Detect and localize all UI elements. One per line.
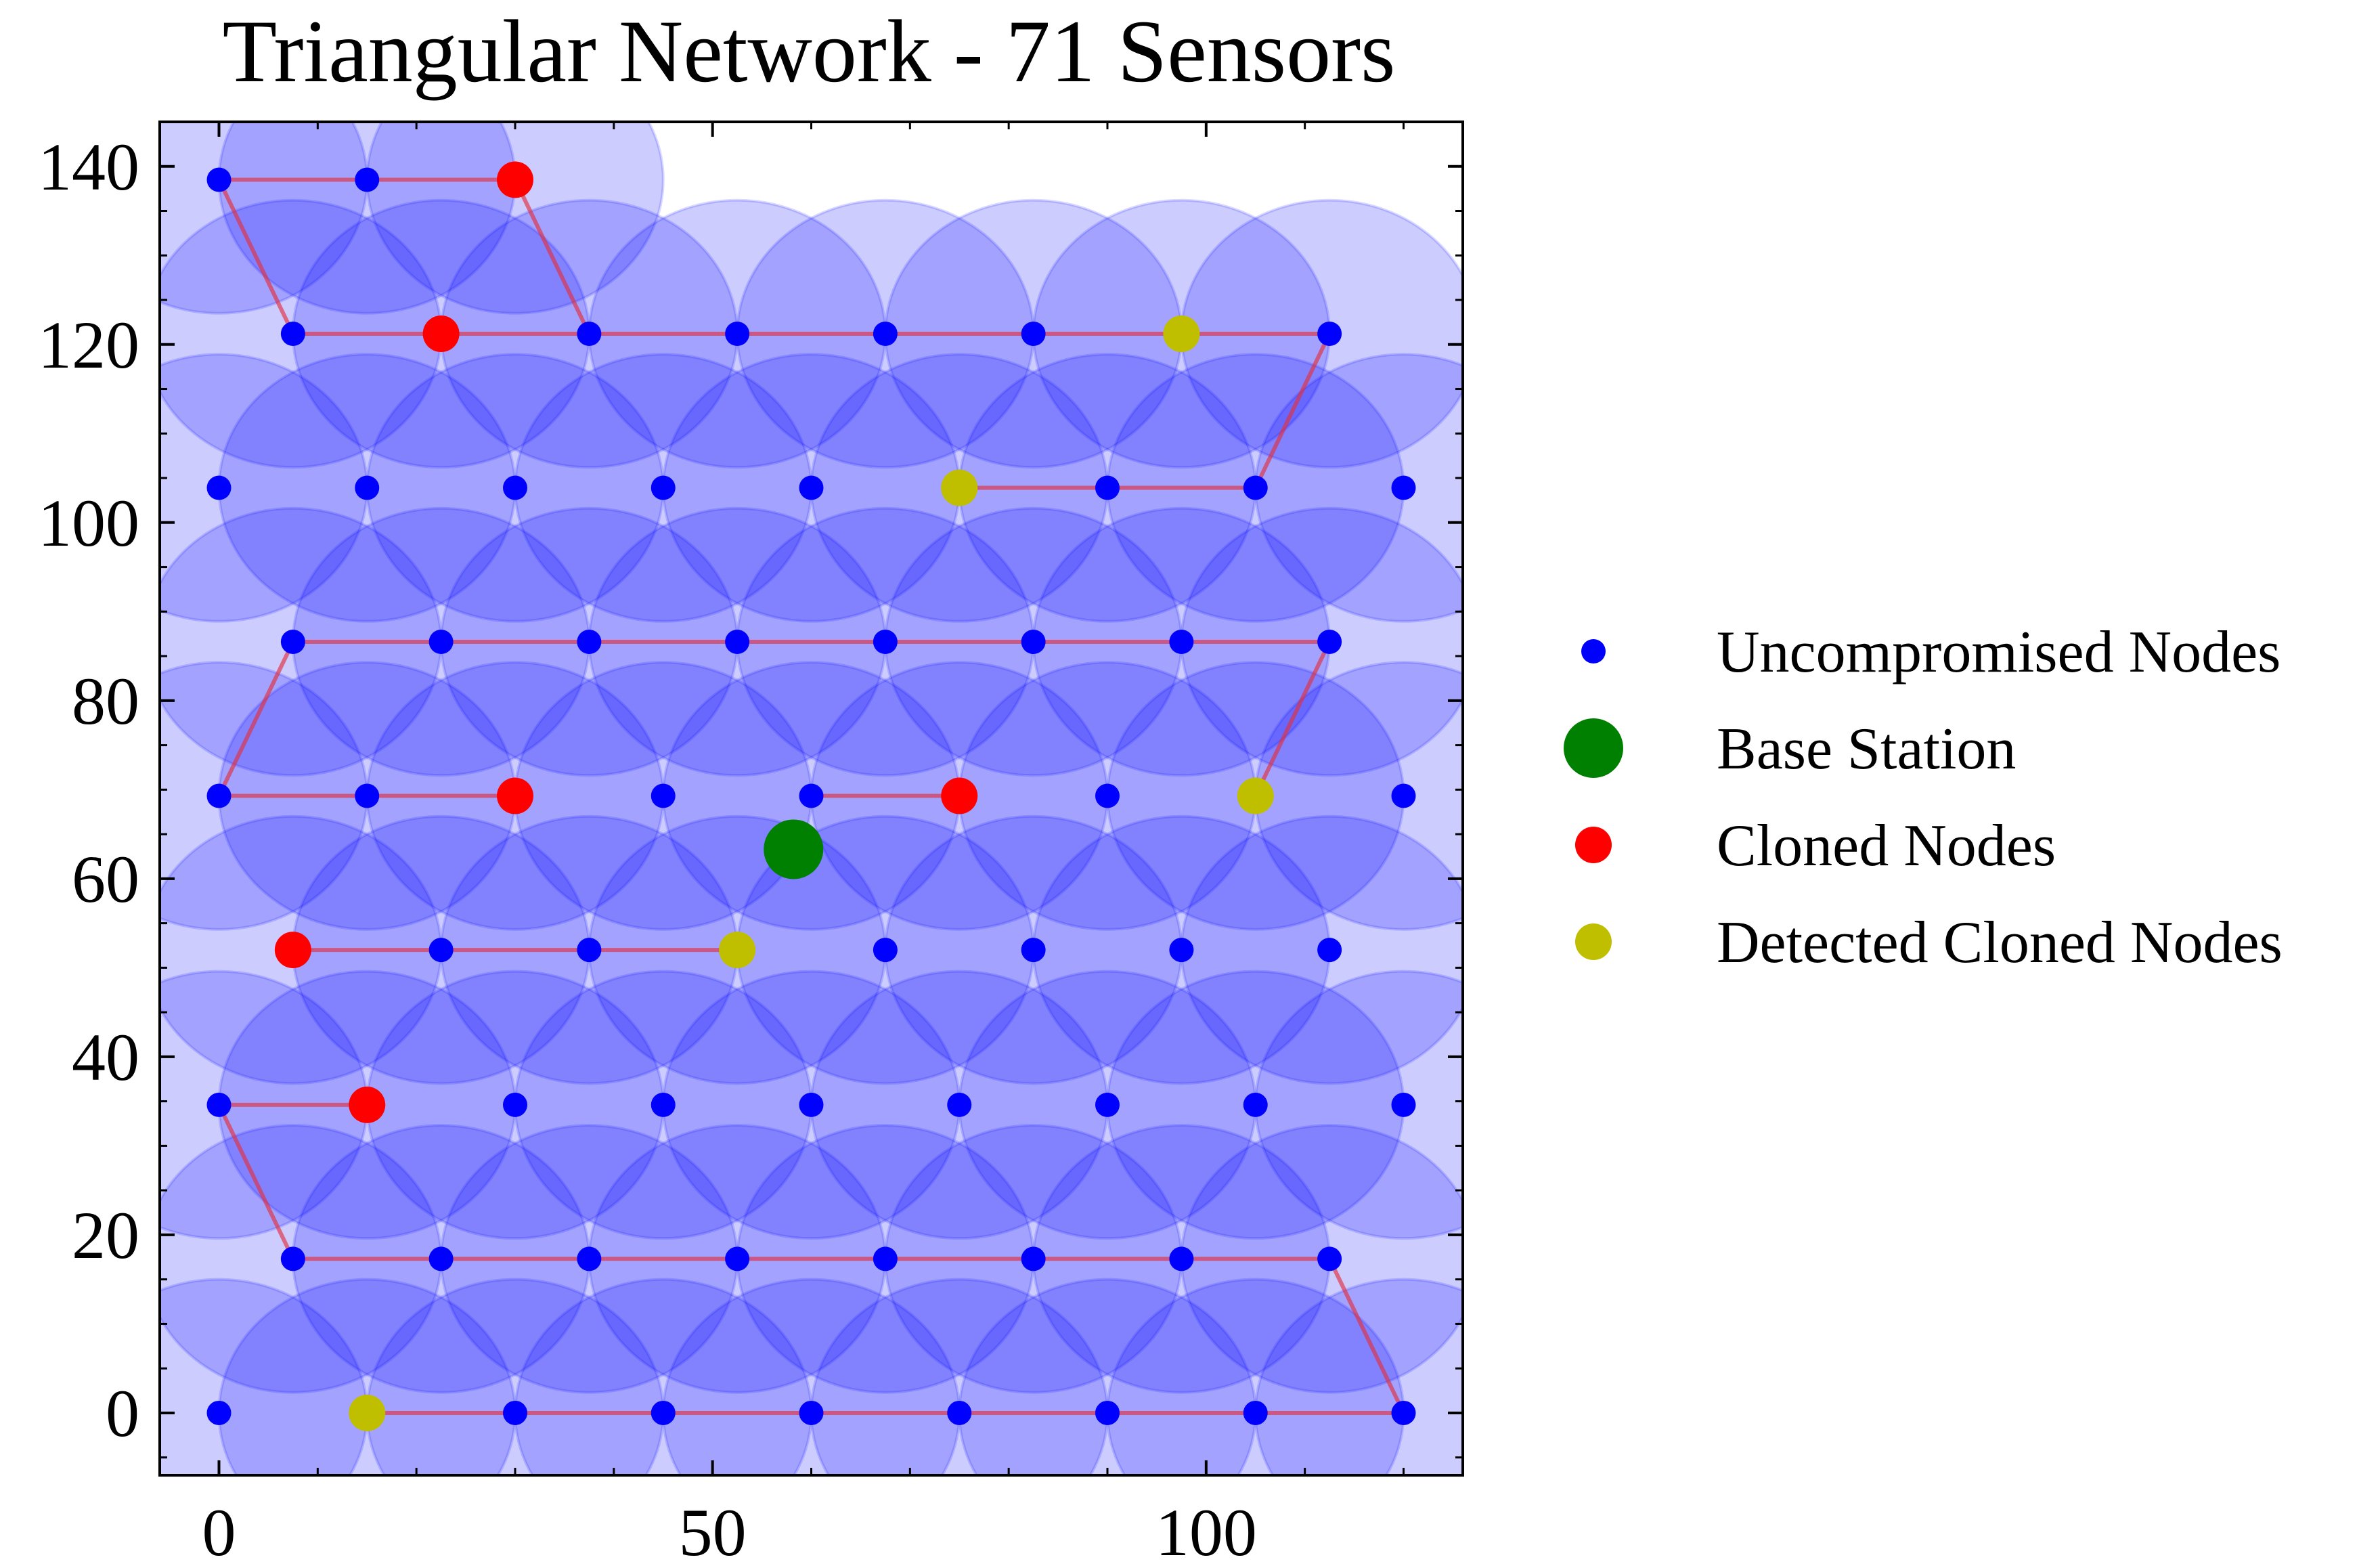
- uncompromised-node: [1095, 1400, 1120, 1425]
- x-tick-label: 0: [202, 1495, 236, 1568]
- uncompromised-node: [1243, 475, 1268, 500]
- uncompromised-node: [1317, 322, 1342, 347]
- uncompromised-node: [873, 938, 898, 963]
- uncompromised-node: [799, 1092, 824, 1117]
- uncompromised-node: [1317, 938, 1342, 963]
- base-station-node: [764, 819, 824, 879]
- uncompromised-node: [355, 783, 380, 808]
- uncompromised-node: [725, 630, 750, 655]
- x-tick-label: 100: [1155, 1495, 1257, 1568]
- y-tick-label: 140: [38, 129, 139, 204]
- detected-node: [719, 932, 756, 969]
- cloned-node: [941, 777, 978, 814]
- chart-title: Triangular Network - 71 Sensors: [223, 1, 1396, 101]
- uncompromised-node: [725, 1246, 750, 1271]
- uncompromised-node: [651, 783, 676, 808]
- y-tick-label: 100: [38, 485, 139, 561]
- uncompromised-node: [577, 1246, 602, 1271]
- uncompromised-node: [503, 475, 527, 500]
- uncompromised-node: [1021, 938, 1046, 963]
- uncompromised-node: [206, 475, 232, 500]
- uncompromised-node: [1021, 322, 1046, 347]
- uncompromised-node: [725, 322, 750, 347]
- uncompromised-node: [651, 1400, 676, 1425]
- cloned-node: [422, 315, 460, 353]
- uncompromised-node: [651, 475, 676, 500]
- x-tick-label: 50: [679, 1495, 747, 1568]
- uncompromised-node: [206, 167, 232, 192]
- uncompromised-node: [206, 1092, 232, 1117]
- uncompromised-node: [1243, 1092, 1268, 1117]
- cloned-node: [497, 777, 533, 814]
- detected-node: [349, 1394, 386, 1431]
- uncompromised-node: [799, 475, 824, 500]
- y-tick-label: 120: [38, 307, 139, 383]
- clone-path: [513, 179, 592, 335]
- uncompromised-node: [1391, 1092, 1416, 1117]
- uncompromised-node: [1391, 1400, 1416, 1425]
- uncompromised-node: [577, 938, 602, 963]
- clone-path: [215, 177, 1333, 490]
- uncompromised-node: [799, 783, 824, 808]
- uncompromised-node: [428, 1246, 454, 1271]
- uncompromised-node: [355, 475, 380, 500]
- uncompromised-node: [1095, 1092, 1120, 1117]
- clone-path: [215, 1102, 1407, 1415]
- y-tick-label: 60: [72, 842, 139, 917]
- legend-marker-detected: [1575, 923, 1612, 960]
- uncompromised-node: [873, 630, 898, 655]
- uncompromised-node: [1095, 475, 1120, 500]
- uncompromised-node: [428, 630, 454, 655]
- cloned-node: [349, 1086, 386, 1123]
- uncompromised-node: [1169, 630, 1194, 655]
- uncompromised-node: [1169, 938, 1194, 963]
- uncompromised-node: [280, 1246, 305, 1271]
- uncompromised-node: [799, 1400, 824, 1425]
- y-tick-label: 20: [72, 1198, 139, 1273]
- uncompromised-node: [1243, 1400, 1268, 1425]
- uncompromised-node: [1317, 1246, 1342, 1271]
- uncompromised-node: [1021, 1246, 1046, 1271]
- cloned-node: [274, 932, 311, 969]
- y-tick-label: 80: [72, 663, 139, 739]
- y-tick-label: 0: [106, 1376, 139, 1451]
- legend-label: Cloned Nodes: [1717, 813, 2056, 879]
- uncompromised-node: [1021, 630, 1046, 655]
- legend-label: Base Station: [1717, 716, 2016, 782]
- uncompromised-node: [206, 783, 232, 808]
- uncompromised-node: [577, 630, 602, 655]
- legend-marker-cloned: [1575, 827, 1612, 863]
- uncompromised-node: [1391, 783, 1416, 808]
- uncompromised-node: [280, 322, 305, 347]
- axis-ticks: 0 50 100 0 20 40 60 80 100 120 140: [38, 121, 1463, 1568]
- uncompromised-node: [428, 938, 454, 963]
- legend-label: Uncompromised Nodes: [1717, 619, 2280, 685]
- legend-marker-uncompromised: [1581, 639, 1606, 663]
- legend-marker-base_station: [1564, 718, 1623, 778]
- uncompromised-node: [280, 630, 305, 655]
- uncompromised-node: [947, 1092, 972, 1117]
- uncompromised-node: [503, 1092, 527, 1117]
- uncompromised-node: [355, 167, 380, 192]
- uncompromised-node: [947, 1400, 972, 1425]
- uncompromised-node: [651, 1092, 676, 1117]
- uncompromised-node: [206, 1400, 232, 1425]
- cloned-node: [497, 161, 533, 198]
- detected-node: [1237, 777, 1274, 814]
- sensor-nodes: [206, 161, 1416, 1431]
- detected-node: [1163, 315, 1200, 353]
- uncompromised-node: [1391, 475, 1416, 500]
- uncompromised-node: [1169, 1246, 1194, 1271]
- uncompromised-node: [1317, 630, 1342, 655]
- uncompromised-node: [1095, 783, 1120, 808]
- uncompromised-node: [873, 322, 898, 347]
- legend-label: Detected Cloned Nodes: [1717, 910, 2283, 976]
- detected-node: [941, 469, 978, 506]
- uncompromised-node: [577, 322, 602, 347]
- legend: Uncompromised Nodes Base Station Cloned No…: [1564, 619, 2283, 976]
- uncompromised-node: [503, 1400, 527, 1425]
- uncompromised-node: [873, 1246, 898, 1271]
- y-tick-label: 40: [72, 1020, 139, 1095]
